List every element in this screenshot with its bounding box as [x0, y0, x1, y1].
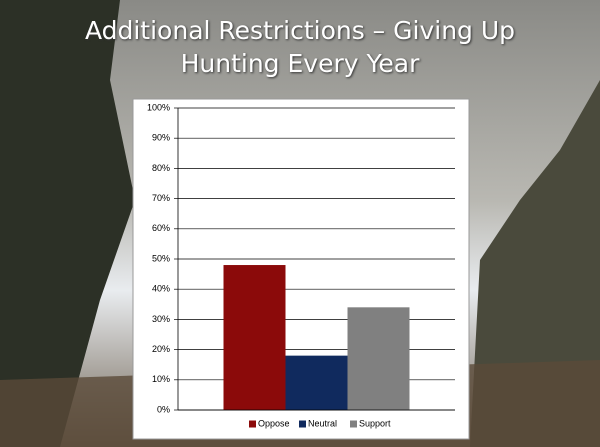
legend-label: Oppose — [258, 418, 290, 428]
tree-left — [0, 0, 135, 447]
legend-label: Support — [359, 418, 391, 428]
brush-right — [470, 80, 600, 447]
y-tick-label: 20% — [152, 344, 170, 354]
legend-swatch — [249, 420, 256, 428]
y-tick-label: 70% — [152, 193, 170, 203]
y-tick-label: 40% — [152, 284, 170, 294]
bar — [285, 355, 348, 410]
y-tick-label: 80% — [152, 163, 170, 173]
y-tick-label: 90% — [152, 133, 170, 143]
legend-swatch — [350, 420, 357, 428]
y-tick-label: 0% — [157, 404, 170, 414]
bar — [223, 265, 286, 410]
y-tick-label: 10% — [152, 374, 170, 384]
y-tick-label: 100% — [147, 102, 170, 112]
slide-title: Additional Restrictions – Giving Up Hunt… — [84, 16, 516, 78]
y-tick-label: 30% — [152, 314, 170, 324]
legend-label: Neutral — [308, 418, 337, 428]
bar — [347, 307, 410, 410]
y-tick-label: 60% — [152, 223, 170, 233]
legend-swatch — [299, 420, 306, 428]
y-tick-label: 50% — [152, 253, 170, 263]
